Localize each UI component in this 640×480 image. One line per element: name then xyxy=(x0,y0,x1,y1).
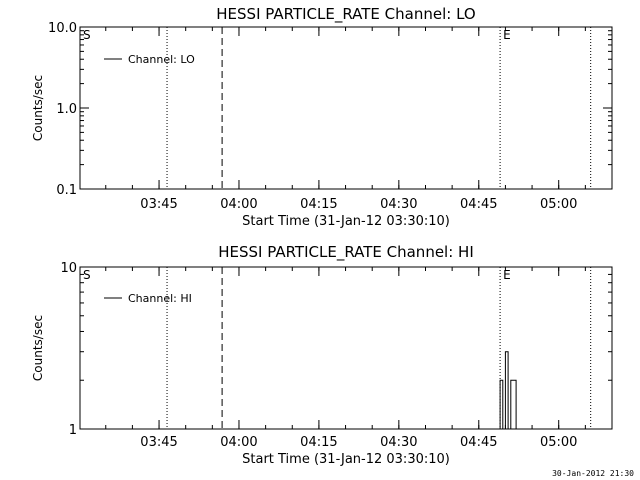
chart-title: HESSI PARTICLE_RATE Channel: HI xyxy=(218,243,474,262)
plot-frame xyxy=(79,26,613,190)
legend-label: Channel: HI xyxy=(128,292,192,305)
marker-label-s: S xyxy=(83,268,91,282)
chart-panel-2: HESSI PARTICLE_RATE Channel: HI Start Tim… xyxy=(31,243,613,467)
y-tick-label: 1 xyxy=(69,423,77,438)
chart-panel-1: HESSI PARTICLE_RATE Channel: LO Start Tim… xyxy=(31,5,613,229)
x-axis-label: Start Time (31-Jan-12 03:30:10) xyxy=(242,452,450,467)
legend-label: Channel: LO xyxy=(128,53,195,66)
marker-label-s: S xyxy=(83,28,91,42)
x-tick-label: 04:45 xyxy=(460,197,497,212)
y-axis-label: Counts/sec xyxy=(31,315,45,381)
y-tick-label: 1.0 xyxy=(56,102,77,117)
y-axis-label: Counts/sec xyxy=(31,75,45,141)
x-tick-label: 05:00 xyxy=(540,435,577,450)
y-tick-label: 10.0 xyxy=(48,21,77,36)
series-line xyxy=(499,351,517,430)
x-tick-label: 05:00 xyxy=(540,197,577,212)
x-tick-label: 04:15 xyxy=(300,435,337,450)
x-tick-label: 03:45 xyxy=(140,197,177,212)
x-tick-label: 04:30 xyxy=(380,197,417,212)
x-tick-label: 04:30 xyxy=(380,435,417,450)
x-tick-label: 04:45 xyxy=(460,435,497,450)
x-tick-label: 04:00 xyxy=(220,197,257,212)
footer-timestamp: 30-Jan-2012 21:30 xyxy=(552,469,634,478)
marker-label-e: E xyxy=(503,28,511,42)
x-tick-label: 03:45 xyxy=(140,435,177,450)
y-tick-label: 0.1 xyxy=(56,183,77,198)
marker-label-e: E xyxy=(503,268,511,282)
x-tick-label: 04:15 xyxy=(300,197,337,212)
chart-title: HESSI PARTICLE_RATE Channel: LO xyxy=(216,5,475,24)
x-axis-label: Start Time (31-Jan-12 03:30:10) xyxy=(242,214,450,229)
x-tick-label: 04:00 xyxy=(220,435,257,450)
y-tick-label: 10 xyxy=(60,261,77,276)
